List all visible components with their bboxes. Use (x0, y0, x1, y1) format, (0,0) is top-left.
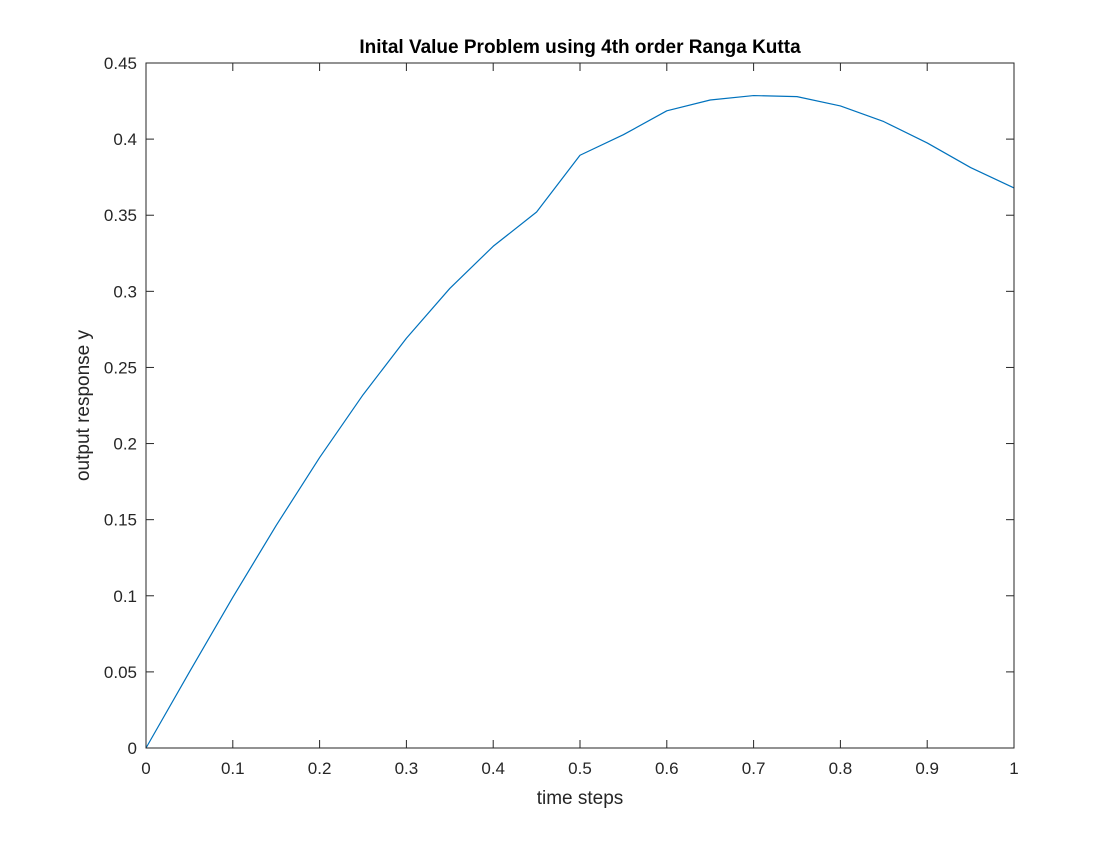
y-tick-label: 0.4 (113, 130, 137, 149)
x-tick-label: 0 (141, 759, 150, 778)
y-tick-label: 0.35 (104, 206, 137, 225)
series-layer (145, 94, 1015, 749)
x-axis-label: time steps (537, 788, 624, 809)
chart-title: Inital Value Problem using 4th order Ran… (359, 37, 801, 58)
x-tick-label: 0.4 (481, 759, 505, 778)
x-tick-label: 0.8 (829, 759, 853, 778)
y-tick-label: 0.1 (113, 587, 137, 606)
y-axis-label: output response y (73, 329, 94, 481)
x-tick-label: 0.1 (221, 759, 245, 778)
x-tick-label: 0.7 (742, 759, 766, 778)
plot-area (146, 63, 1014, 748)
x-tick-label: 0.5 (568, 759, 592, 778)
axes-box (145, 62, 1015, 749)
y-tick-label: 0.15 (104, 511, 137, 530)
x-tick-label: 0.3 (395, 759, 419, 778)
y-tick-label: 0.2 (113, 435, 137, 454)
x-tick-label: 0.9 (915, 759, 939, 778)
series-line (145, 94, 1015, 749)
x-tick-labels: 0 0.1 0.2 0.3 0.4 0.5 0.6 0.7 0.8 0.9 1 (141, 759, 1018, 778)
y-tick-label: 0.3 (113, 282, 137, 301)
y-tick-label: 0 (128, 739, 137, 758)
x-tick-label: 0.6 (655, 759, 679, 778)
y-tick-labels: 0 0.05 0.1 0.15 0.2 0.25 0.3 0.35 0.4 0.45 (104, 54, 137, 758)
x-tick-label: 1 (1009, 759, 1018, 778)
x-tick-label: 0.2 (308, 759, 332, 778)
y-tick-label: 0.45 (104, 54, 137, 73)
y-tick-label: 0.25 (104, 358, 137, 377)
y-tick-label: 0.05 (104, 663, 137, 682)
